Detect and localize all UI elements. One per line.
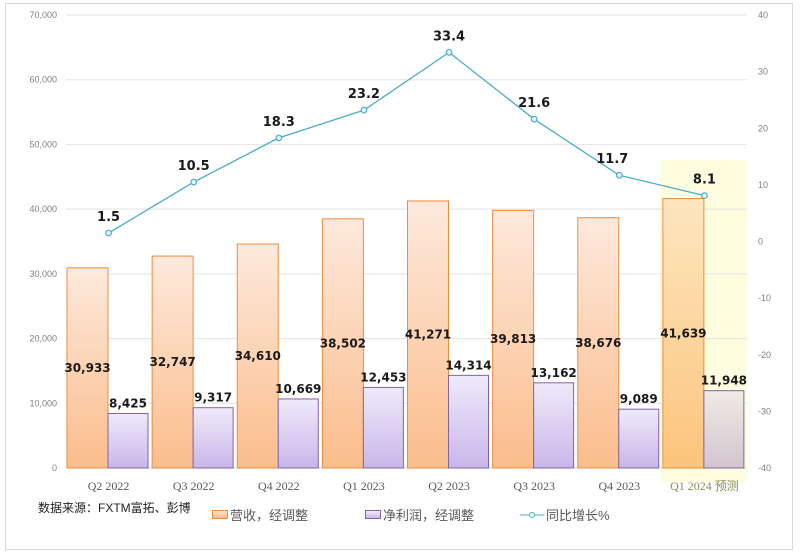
left-tick-label: 40,000 xyxy=(29,204,57,214)
right-tick-label: 0 xyxy=(758,237,763,247)
revenue-bar xyxy=(492,209,535,469)
profit-bar xyxy=(618,408,660,469)
revenue-value-label: 38,502 xyxy=(320,336,366,350)
legend-growth: 同比增长% xyxy=(520,505,610,524)
revenue-value-label: 30,933 xyxy=(64,361,110,375)
growth-value-label: 1.5 xyxy=(97,210,120,225)
left-tick-label: 20,000 xyxy=(29,334,57,344)
right-tick-label: -30 xyxy=(758,406,771,416)
profit-bar xyxy=(107,412,149,469)
growth-point xyxy=(445,48,453,56)
growth-point xyxy=(615,171,623,179)
category-label: Q2 2022 xyxy=(88,479,130,493)
growth-point xyxy=(530,115,538,123)
category-label: Q1 2024 预测 xyxy=(670,479,739,493)
left-tick-label: 30,000 xyxy=(29,269,57,279)
revenue-value-label: 38,676 xyxy=(575,336,621,350)
left-tick-label: 60,000 xyxy=(29,75,57,85)
profit-bar xyxy=(192,407,234,469)
profit-bar xyxy=(448,374,489,469)
revenue-bar xyxy=(407,200,449,469)
legend-growth-label: 同比增长% xyxy=(546,508,610,523)
profit-value-label: 14,314 xyxy=(445,358,491,372)
growth-value-label: 18.3 xyxy=(263,115,295,130)
profit-bar xyxy=(277,398,319,469)
growth-value-label: 11.7 xyxy=(596,152,628,167)
growth-point xyxy=(701,192,708,200)
growth-value-label: 10.5 xyxy=(178,159,210,174)
left-tick-label: 0 xyxy=(52,463,57,473)
growth-point xyxy=(190,178,198,186)
revenue-bar xyxy=(66,267,109,469)
revenue-bar xyxy=(321,218,364,469)
growth-value-label: 21.6 xyxy=(518,96,550,111)
profit-swatch-icon xyxy=(365,510,381,519)
profit-value-label: 12,453 xyxy=(360,370,406,384)
category-label: Q4 2022 xyxy=(258,479,300,493)
growth-point xyxy=(275,134,283,142)
profit-bar xyxy=(703,390,745,469)
category-label: Q2 2023 xyxy=(428,479,470,493)
right-tick-label: 40 xyxy=(758,10,768,20)
revenue-bar xyxy=(662,198,705,469)
profit-value-label: 13,162 xyxy=(530,366,576,380)
growth-value-label: 33.4 xyxy=(433,29,465,44)
right-tick-label: -40 xyxy=(758,463,771,473)
growth-line-icon xyxy=(520,511,544,518)
category-label: Q3 2022 xyxy=(173,479,215,493)
growth-line xyxy=(108,51,705,234)
revenue-swatch-icon xyxy=(212,510,228,519)
source-note: 数据来源：FXTM富拓、彭博 xyxy=(38,501,191,515)
legend-profit-label: 净利润，经调整 xyxy=(383,508,475,523)
left-tick-label: 50,000 xyxy=(29,139,57,149)
revenue-value-label: 32,747 xyxy=(149,355,195,369)
growth-value-label: 23.2 xyxy=(348,87,380,102)
revenue-bar xyxy=(151,255,194,469)
left-tick-label: 70,000 xyxy=(29,10,57,20)
growth-point xyxy=(105,229,112,237)
legend-profit: 净利润，经调整 xyxy=(365,505,474,524)
revenue-value-label: 34,610 xyxy=(235,349,281,363)
right-tick-label: 10 xyxy=(758,180,768,190)
profit-bar xyxy=(533,382,575,469)
right-tick-label: 30 xyxy=(758,67,768,77)
right-tick-label: -20 xyxy=(758,350,771,360)
profit-value-label: 9,089 xyxy=(620,392,658,406)
right-tick-label: 20 xyxy=(758,123,768,133)
profit-value-label: 8,425 xyxy=(109,396,147,410)
category-label: Q4 2023 xyxy=(598,479,640,493)
revenue-value-label: 39,813 xyxy=(490,332,536,346)
growth-value-label: 8.1 xyxy=(693,173,716,188)
revenue-value-label: 41,271 xyxy=(405,327,451,341)
legend-revenue-label: 营收，经调整 xyxy=(230,508,309,523)
right-tick-label: -10 xyxy=(758,293,771,303)
growth-point xyxy=(360,106,368,114)
category-label: Q1 2023 xyxy=(343,479,385,493)
profit-value-label: 9,317 xyxy=(194,391,232,405)
revenue-bar xyxy=(577,217,620,469)
revenue-value-label: 41,639 xyxy=(660,326,706,340)
legend-revenue: 营收，经调整 xyxy=(212,505,308,524)
profit-value-label: 10,669 xyxy=(275,382,321,396)
revenue-bar xyxy=(236,243,279,469)
left-tick-label: 10,000 xyxy=(29,398,57,408)
profit-value-label: 11,948 xyxy=(701,374,747,388)
category-label: Q3 2023 xyxy=(513,479,555,493)
profit-bar xyxy=(362,386,404,469)
